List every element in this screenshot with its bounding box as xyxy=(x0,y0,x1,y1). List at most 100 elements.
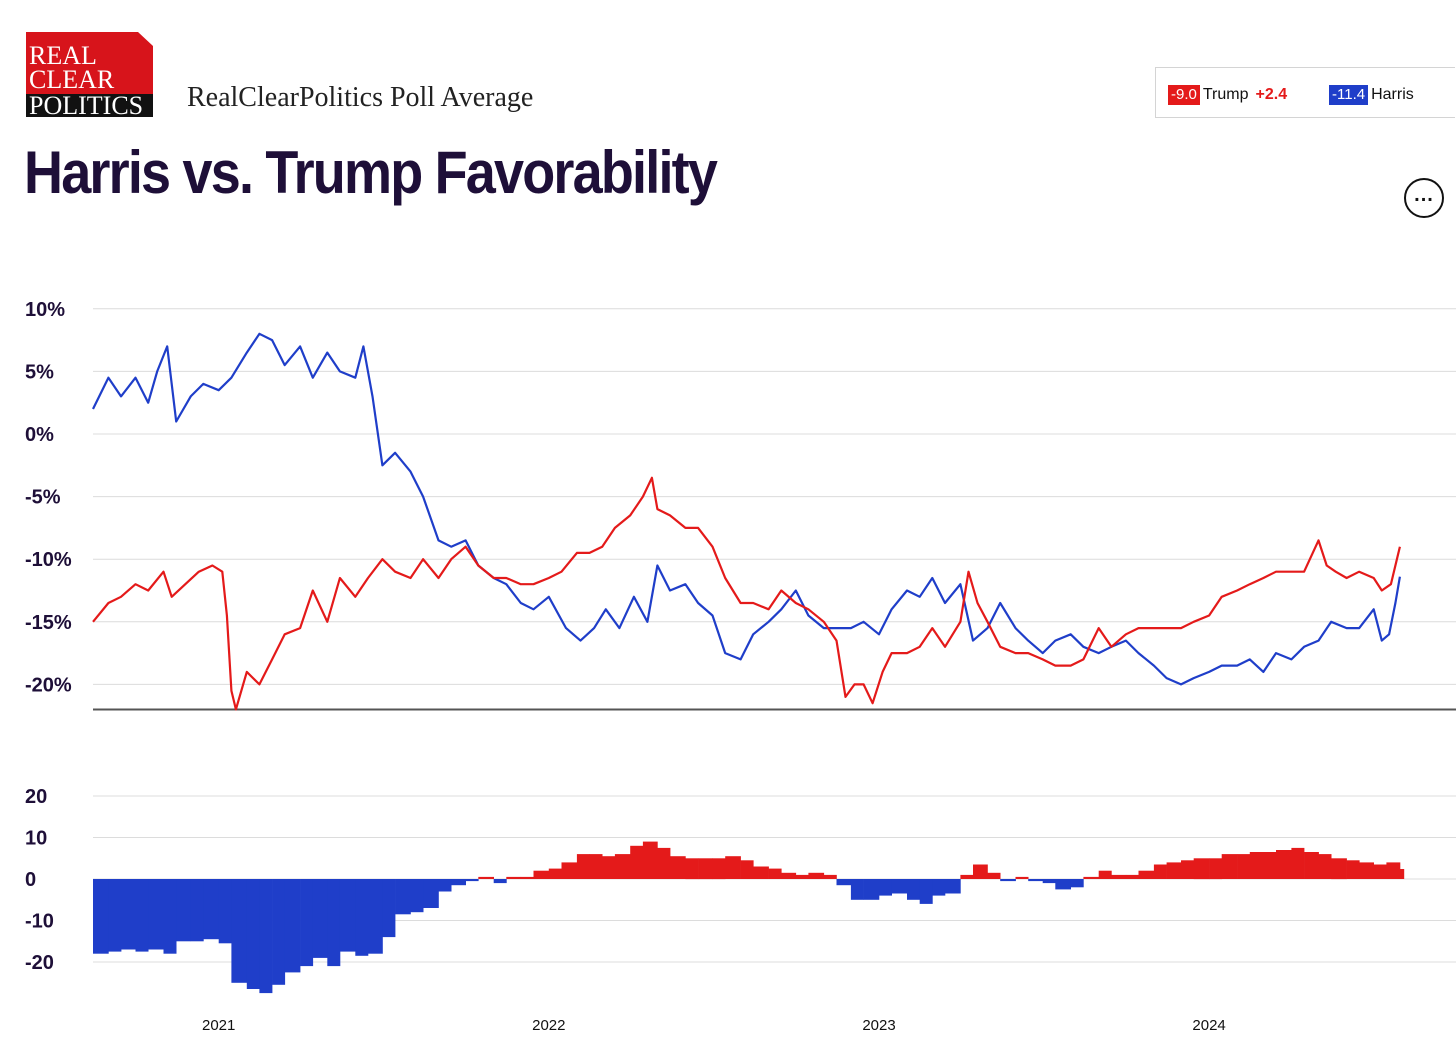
legend-trump-value: -9.0 xyxy=(1168,85,1200,105)
spread-bar xyxy=(836,879,852,886)
spread-bar xyxy=(300,879,314,967)
spread-bar xyxy=(863,879,880,900)
line-y-tick-label: -15% xyxy=(25,612,72,634)
spread-bar xyxy=(1209,858,1223,880)
spread-bar xyxy=(879,879,892,896)
spread-bar xyxy=(932,879,946,896)
spread-bar xyxy=(148,879,164,950)
spread-bar xyxy=(121,879,136,950)
page-subtitle: RealClearPolitics Poll Average xyxy=(187,82,534,113)
spread-bar xyxy=(327,879,341,967)
spread-bar xyxy=(973,864,988,879)
spread-bar xyxy=(1181,860,1194,879)
x-tick-label: 2024 xyxy=(1192,1017,1225,1034)
spread-bar xyxy=(891,879,908,894)
spread-bar xyxy=(410,879,424,913)
spread-bar xyxy=(1083,876,1100,879)
series-line-harris xyxy=(92,332,1401,686)
logo-line-3: POLITICS xyxy=(29,91,143,117)
spread-bar xyxy=(506,876,522,879)
bar-y-tick-label: 10 xyxy=(25,828,47,850)
spread-bar xyxy=(493,879,507,884)
spread-bar xyxy=(1263,852,1277,879)
legend-item-trump[interactable]: -9.0 Trump +2.4 xyxy=(1168,85,1287,105)
rcp-logo: REAL CLEAR POLITICS xyxy=(26,32,153,117)
spread-bar xyxy=(725,856,741,879)
bar-y-tick-label: 20 xyxy=(25,786,47,808)
logo-line-2: CLEAR xyxy=(29,65,115,94)
line-y-tick-label: -10% xyxy=(25,549,72,571)
bar-chart-bars xyxy=(93,841,1405,994)
spread-bar xyxy=(670,856,686,879)
line-chart-series xyxy=(92,332,1401,711)
spread-bar xyxy=(1291,847,1305,879)
spread-bar xyxy=(395,879,411,915)
line-chart-grid xyxy=(93,308,1456,685)
line-chart-y-axis: 10% 5% 0% -5% -10% -15% -20% xyxy=(25,299,72,697)
spread-bar xyxy=(907,879,920,900)
x-tick-label: 2022 xyxy=(532,1017,565,1034)
line-y-tick-label: -20% xyxy=(25,674,72,696)
spread-bar xyxy=(1015,876,1029,879)
more-options-button[interactable]: ... xyxy=(1404,178,1444,218)
spread-bar xyxy=(368,879,383,954)
spread-bar xyxy=(1138,870,1155,879)
series-line-trump xyxy=(92,476,1401,711)
spread-bar xyxy=(1304,852,1319,879)
spread-bar xyxy=(93,879,109,954)
spread-bar xyxy=(698,858,713,880)
spread-bar xyxy=(272,879,286,985)
line-y-tick-label: 10% xyxy=(25,299,65,321)
spread-bar xyxy=(602,856,616,879)
spread-bar xyxy=(1373,864,1387,879)
spread-bar xyxy=(576,854,590,879)
spread-bar xyxy=(1386,862,1401,879)
legend: -9.0 Trump +2.4 -11.4 Harris xyxy=(1155,67,1455,118)
spread-bar xyxy=(1237,854,1251,879)
legend-harris-name: Harris xyxy=(1371,86,1414,103)
spread-bar xyxy=(1276,850,1292,879)
spread-bar xyxy=(1166,862,1182,879)
spread-bar xyxy=(1249,852,1264,879)
spread-bar xyxy=(135,879,149,952)
spread-bar xyxy=(1346,860,1360,879)
spread-bar xyxy=(1042,879,1056,884)
bar-y-tick-label: 0 xyxy=(25,869,36,891)
spread-bar xyxy=(1153,864,1167,879)
spread-bar xyxy=(520,876,534,879)
spread-bar xyxy=(768,868,782,879)
spread-bar xyxy=(203,879,219,940)
spread-bar xyxy=(246,879,260,989)
spread-bar xyxy=(1399,869,1405,879)
spread-bar xyxy=(657,847,671,879)
spread-bar xyxy=(1000,879,1016,882)
legend-harris-value: -11.4 xyxy=(1329,85,1369,105)
spread-bar xyxy=(1055,879,1071,890)
spread-bar xyxy=(108,879,122,952)
spread-bar xyxy=(218,879,232,944)
spread-bar xyxy=(355,879,369,956)
spread-bar xyxy=(259,879,273,994)
spread-bar xyxy=(945,879,961,894)
spread-bar xyxy=(548,868,562,879)
spread-bar xyxy=(712,858,726,880)
spread-bar xyxy=(1098,870,1112,879)
spread-bar xyxy=(1359,862,1374,879)
x-tick-label: 2021 xyxy=(202,1017,235,1034)
spread-bar xyxy=(478,876,494,879)
spread-bar xyxy=(231,879,248,983)
x-tick-label: 2023 xyxy=(862,1017,895,1034)
legend-item-harris[interactable]: -11.4 Harris xyxy=(1329,85,1414,105)
spread-bar xyxy=(465,879,479,882)
spread-bar xyxy=(614,854,631,879)
spread-bar xyxy=(312,879,328,958)
spread-bar xyxy=(423,879,439,908)
bar-chart-y-axis: 20 10 0 -10 -20 xyxy=(25,786,54,974)
spread-bar xyxy=(1028,879,1043,882)
spread-bar xyxy=(850,879,864,900)
spread-bar xyxy=(919,879,933,904)
spread-bar xyxy=(176,879,191,942)
spread-bar xyxy=(1331,858,1347,880)
logo-black-band xyxy=(26,94,153,117)
